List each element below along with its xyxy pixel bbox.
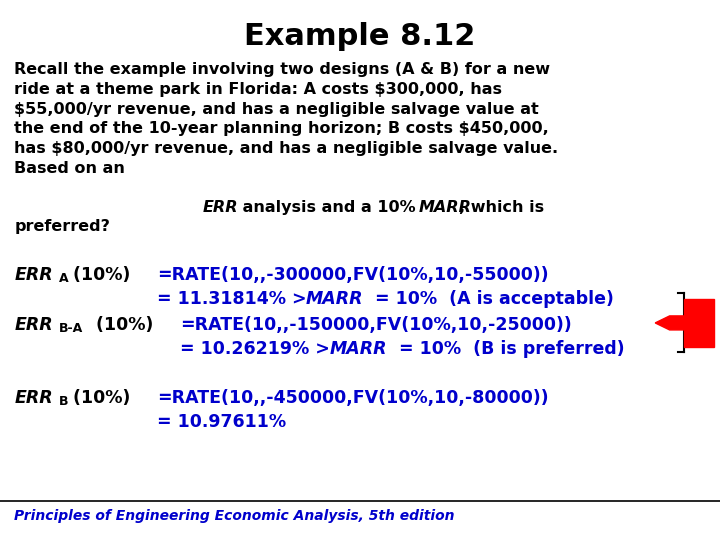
Text: preferred?: preferred?	[14, 219, 110, 234]
Text: = 10.26219% >: = 10.26219% >	[180, 340, 336, 358]
Text: B-A: B-A	[59, 322, 84, 335]
Text: = 11.31814% >: = 11.31814% >	[157, 290, 312, 308]
Text: MARR: MARR	[305, 290, 363, 308]
Text: Recall the example involving two designs (A & B) for a new
ride at a theme park : Recall the example involving two designs…	[14, 62, 559, 176]
Text: =RATE(10,,-300000,FV(10%,10,-55000)): =RATE(10,,-300000,FV(10%,10,-55000))	[157, 266, 549, 284]
Text: Principles of Engineering Economic Analysis, 5th edition: Principles of Engineering Economic Analy…	[14, 509, 455, 523]
Text: (10%): (10%)	[73, 389, 137, 407]
Text: A: A	[59, 272, 68, 285]
Text: (10%): (10%)	[96, 316, 160, 334]
Text: MARR: MARR	[419, 200, 472, 214]
Text: (10%): (10%)	[73, 266, 137, 284]
Text: , which is: , which is	[459, 200, 544, 214]
Text: =RATE(10,,-450000,FV(10%,10,-80000)): =RATE(10,,-450000,FV(10%,10,-80000))	[157, 389, 549, 407]
Text: Example 8.12: Example 8.12	[244, 22, 476, 51]
Text: ERR: ERR	[14, 389, 53, 407]
FancyBboxPatch shape	[684, 299, 714, 347]
FancyArrow shape	[655, 316, 684, 330]
Text: B: B	[59, 395, 68, 408]
Text: = 10%  (B is preferred): = 10% (B is preferred)	[393, 340, 625, 358]
Text: ERR: ERR	[14, 266, 53, 284]
Text: ERR: ERR	[14, 316, 53, 334]
Text: analysis and a 10%: analysis and a 10%	[236, 200, 420, 214]
Text: ERR: ERR	[203, 200, 238, 214]
Text: MARR: MARR	[330, 340, 387, 358]
Text: = 10.97611%: = 10.97611%	[157, 413, 286, 431]
Text: = 10%  (A is acceptable): = 10% (A is acceptable)	[369, 290, 613, 308]
Text: =RATE(10,,-150000,FV(10%,10,-25000)): =RATE(10,,-150000,FV(10%,10,-25000))	[180, 316, 572, 334]
